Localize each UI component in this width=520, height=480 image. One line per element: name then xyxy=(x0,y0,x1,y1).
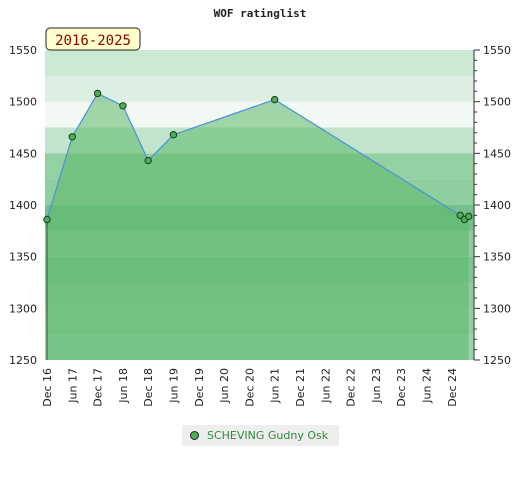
x-tick-label: Jun 20 xyxy=(218,368,231,404)
legend-series-label: SCHEVING Gudny Osk xyxy=(207,429,329,442)
x-tick-label: Dec 17 xyxy=(92,368,105,407)
data-point xyxy=(144,156,152,165)
chart-title: WOF ratinglist xyxy=(214,7,307,20)
x-tick-label: Jun 22 xyxy=(319,368,332,404)
data-markers xyxy=(43,89,473,224)
axes xyxy=(473,49,480,361)
y-tick-label-right: 1350 xyxy=(483,251,511,264)
y-tick-label-right: 1400 xyxy=(483,199,511,212)
x-tick-label: Dec 22 xyxy=(345,368,358,407)
background-band xyxy=(45,50,474,76)
x-tick-label: Dec 21 xyxy=(294,368,307,407)
y-tick-label-left: 1500 xyxy=(9,96,37,109)
legend: SCHEVING Gudny Osk xyxy=(182,425,339,446)
data-point xyxy=(169,131,178,139)
period-label: 2016-2025 xyxy=(55,33,131,49)
y-tick-label-right: 1250 xyxy=(483,354,511,367)
x-tick-label: Jun 21 xyxy=(269,368,282,404)
x-tick-label: Dec 24 xyxy=(446,368,459,407)
y-tick-label-left: 1300 xyxy=(9,302,37,315)
x-tick-label: Dec 18 xyxy=(142,368,155,407)
rating-area-fill xyxy=(47,93,469,361)
period-badge: 2016-2025 xyxy=(45,27,141,51)
x-tick-label: Jun 23 xyxy=(370,368,383,404)
period-badge-box xyxy=(45,27,141,51)
data-point xyxy=(464,212,473,221)
y-tick-label-right: 1300 xyxy=(483,302,511,315)
y-tick-label-left: 1550 xyxy=(9,44,37,57)
data-point xyxy=(68,133,77,141)
y-axis-left-labels: 1250 1300 1350 1400 1450 1500 1550 xyxy=(9,44,37,367)
x-tick-label: Dec 23 xyxy=(395,368,408,407)
y-tick-label-left: 1350 xyxy=(9,251,37,264)
data-point xyxy=(93,89,102,98)
x-tick-label: Jun 19 xyxy=(168,368,181,404)
data-point xyxy=(119,102,127,110)
x-tick-label: Dec 20 xyxy=(243,368,256,407)
data-point xyxy=(43,215,51,224)
y-tick-label-right: 1450 xyxy=(483,147,511,160)
x-tick-label: Jun 24 xyxy=(421,368,434,404)
y-tick-label-right: 1500 xyxy=(483,96,511,109)
y-tick-label-left: 1250 xyxy=(9,354,37,367)
data-point xyxy=(271,95,279,104)
x-tick-label: Dec 16 xyxy=(41,368,54,407)
y-axis-right-labels: 1250 1300 1350 1400 1450 1500 1550 xyxy=(483,44,511,367)
y-tick-label-left: 1450 xyxy=(9,147,37,160)
legend-marker-icon xyxy=(190,431,199,440)
y-tick-label-left: 1400 xyxy=(9,199,37,212)
x-tick-label: Jun 17 xyxy=(66,368,79,404)
y-tick-label-right: 1550 xyxy=(483,44,511,57)
x-tick-label: Dec 19 xyxy=(193,368,206,407)
background-band xyxy=(45,75,474,102)
x-axis-labels: Dec 16 Jun 17 Dec 17 Jun 18 Dec 18 Jun 19 Dec … xyxy=(41,368,459,407)
x-tick-label: Jun 18 xyxy=(117,368,130,404)
